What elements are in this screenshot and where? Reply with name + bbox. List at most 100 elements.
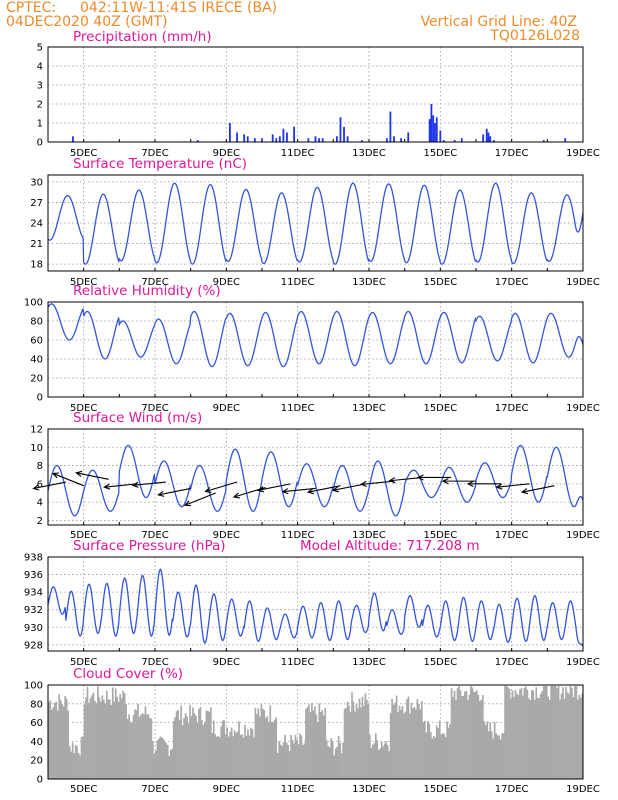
wind-arrow <box>495 483 530 490</box>
cloud-bar <box>559 699 561 779</box>
cloud-bar <box>62 706 65 779</box>
cloud-bar <box>232 736 234 779</box>
cloud-bar <box>238 721 240 779</box>
cloud-bar <box>428 723 431 779</box>
cloud-bar <box>449 724 451 779</box>
cloud-bar <box>379 748 382 779</box>
cloud-bar <box>302 745 304 779</box>
precip-bar <box>72 136 74 142</box>
cloud-bar <box>373 743 376 779</box>
cloud-bar <box>432 736 435 779</box>
cloud-bar <box>316 721 319 779</box>
cloud-bar <box>168 755 171 779</box>
precip-bar <box>336 136 338 142</box>
cloud-xtick-label: 15DEC <box>423 784 457 795</box>
cloud-bar <box>410 703 413 779</box>
cloud-bar <box>374 733 377 779</box>
cloud-bar <box>562 687 564 779</box>
cloud-bar <box>172 720 175 779</box>
cloud-bar <box>528 698 530 779</box>
cloud-bar <box>452 697 454 779</box>
cloud-bar <box>250 727 252 779</box>
cloud-bar <box>334 748 337 779</box>
cloud-bar <box>195 715 197 779</box>
cloud-bar <box>300 735 303 779</box>
cloud-bar <box>247 729 249 779</box>
cloud-bar <box>141 713 144 779</box>
cloud-bar <box>508 688 511 779</box>
temperature-xtick-label: 17DEC <box>495 277 529 288</box>
cloud-bar <box>577 699 579 779</box>
cloud-bar <box>550 685 552 779</box>
cloud-bar <box>223 720 226 779</box>
cloud-bar <box>65 698 68 779</box>
cloud-bar <box>224 734 227 779</box>
precip-xtick-label: 5DEC <box>70 148 97 159</box>
cloud-bar <box>201 719 203 779</box>
cloud-bar <box>358 698 361 779</box>
cloud-bar <box>102 699 105 779</box>
precip-bar <box>286 132 288 142</box>
cloud-bar <box>530 689 533 779</box>
wind-arrow <box>441 478 476 485</box>
precip-bar <box>430 104 433 142</box>
cloud-bar <box>215 736 218 779</box>
cloud-bar <box>391 698 393 779</box>
cloud-bar <box>569 685 572 779</box>
cloud-bar <box>113 701 116 779</box>
cloud-bar <box>169 749 172 779</box>
precip-bar <box>434 123 436 142</box>
cloud-bar <box>79 755 81 779</box>
cloud-bar <box>339 742 341 779</box>
precip-bar <box>564 138 567 142</box>
cloud-bar <box>418 703 420 779</box>
panel-wind: 2 4 6 8 10 12 5DEC 7DEC 9DEC 11DEC 13DEC 15DEC 17DEC… <box>30 410 600 541</box>
cloud-bar <box>205 710 208 779</box>
cloud-bar <box>371 744 374 779</box>
cloud-bar <box>415 709 417 779</box>
wind-arrow <box>131 481 166 488</box>
cloud-bar <box>162 738 165 779</box>
cloud-bar <box>311 703 313 779</box>
wind-ytick-label: 8 <box>37 461 43 472</box>
cloud-bar <box>152 741 154 779</box>
precip-bar <box>489 136 492 142</box>
cloud-bar <box>166 744 169 779</box>
cloud-ytick-label: 40 <box>30 737 43 748</box>
cloud-bar <box>296 739 298 779</box>
temperature-ytick-label: 21 <box>30 239 43 250</box>
cloud-bar <box>511 690 514 779</box>
header-location: 042:11W-11:41S IRECE (BA) <box>80 0 277 16</box>
cloud-bar <box>77 752 80 779</box>
cloud-bar <box>156 740 159 779</box>
wind-arrow <box>331 483 366 493</box>
precip-ytick-label: 0 <box>37 138 43 149</box>
precip-bar <box>271 134 274 142</box>
cloud-bar <box>483 721 486 779</box>
cloud-bar <box>119 694 122 779</box>
cloud-bar <box>474 691 477 779</box>
cloud-bar <box>504 685 506 779</box>
cloud-bar <box>73 753 75 779</box>
cloud-bar <box>459 690 462 779</box>
cloud-bar <box>305 709 307 779</box>
humidity-ytick-label: 80 <box>30 317 43 328</box>
wind-arrow <box>51 472 84 487</box>
cloud-bar <box>324 708 327 779</box>
cloud-bar <box>473 691 475 779</box>
precip-bar <box>293 126 295 142</box>
cloud-bar <box>262 708 264 779</box>
cloud-bar <box>532 690 535 779</box>
cloud-bar <box>437 728 440 779</box>
cloud-bar <box>547 696 550 779</box>
cloud-bar <box>107 699 110 779</box>
humidity-xtick-label: 19DEC <box>566 403 600 414</box>
precip-bar <box>236 132 238 142</box>
cloud-bar <box>520 688 523 779</box>
pressure-xtick-label: 11DEC <box>281 657 315 668</box>
cloud-bar <box>328 747 331 779</box>
cloud-bar <box>464 691 466 779</box>
precip-xtick-label: 11DEC <box>281 148 315 159</box>
cloud-bar <box>163 740 166 779</box>
